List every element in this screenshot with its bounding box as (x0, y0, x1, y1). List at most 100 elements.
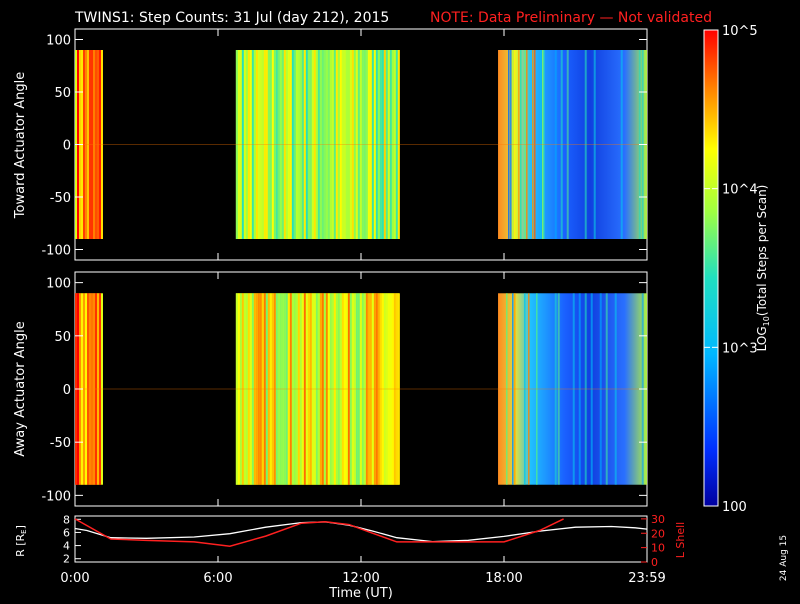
heatmap-stripe (317, 50, 320, 239)
heatmap-stripe (349, 50, 352, 239)
heatmap-stripe (520, 50, 522, 239)
heatmap-stripe (359, 293, 362, 485)
heatmap-stripe (524, 50, 526, 239)
lshell-axis-label: L Shell (674, 522, 687, 558)
heatmap-stripe (95, 293, 97, 485)
heatmap-stripe (303, 50, 306, 239)
heatmap-stripe (289, 293, 292, 485)
heatmap-stripe (557, 293, 560, 485)
heatmap-stripe (255, 293, 258, 485)
heatmap-stripe (99, 293, 101, 485)
heatmap-stripe (560, 50, 563, 239)
heatmap-stripe (297, 293, 300, 485)
heatmap-stripe (261, 293, 264, 485)
heatmap-stripe (271, 50, 274, 239)
heatmap-stripe (614, 293, 617, 485)
heatmap-stripe (251, 50, 254, 239)
heatmap-stripe (375, 293, 378, 485)
heatmap-stripe (391, 50, 394, 239)
colorbar-gradient (703, 29, 719, 507)
heatmap-stripe (237, 293, 240, 485)
radius-tick-label: 2 (63, 553, 70, 566)
heatmap-stripe (361, 50, 364, 239)
heatmap-stripe (319, 293, 322, 485)
heatmap-stripe (263, 293, 266, 485)
heatmap-stripe (377, 50, 380, 239)
heatmap-stripe (293, 50, 296, 239)
heatmap-stripe (508, 50, 510, 239)
heatmap-stripe (299, 293, 302, 485)
heatmap-stripe (385, 293, 388, 485)
heatmap-stripe (393, 293, 396, 485)
heatmap-stripe (265, 50, 268, 239)
heatmap-stripe (87, 293, 89, 485)
heatmap-stripe (397, 50, 400, 239)
heatmap-stripe (590, 293, 593, 485)
heatmap-stripe (327, 50, 330, 239)
heatmap-stripe (361, 293, 364, 485)
heatmap-stripe (554, 50, 557, 239)
heatmap-stripe (605, 293, 608, 485)
heatmap-stripe (516, 50, 518, 239)
heatmap-stripe (235, 293, 238, 485)
toward-panel: 100 50 0 -50 -100 Toward Actuator Angle (13, 28, 648, 261)
heatmap-stripe (339, 293, 342, 485)
heatmap-stripe (307, 293, 310, 485)
y-tick-label: -50 (50, 191, 71, 206)
heatmap-stripe (367, 50, 370, 239)
heatmap-stripe (287, 293, 290, 485)
heatmap-stripe (307, 50, 310, 239)
heatmap-stripe (325, 50, 328, 239)
heatmap-stripe (315, 293, 318, 485)
heatmap-stripe (239, 293, 242, 485)
lshell-line (74, 518, 564, 547)
heatmap-stripe (85, 293, 87, 485)
heatmap-stripe (512, 293, 514, 485)
heatmap-stripe (281, 293, 284, 485)
heatmap-stripe (379, 50, 382, 239)
colorbar-tick-label: 10^5 (722, 24, 758, 39)
away-y-label: Away Actuator Angle (13, 321, 28, 456)
y-tick-label: -50 (50, 436, 71, 451)
heatmap-stripe (309, 293, 312, 485)
heatmap-stripe (325, 293, 328, 485)
heatmap-stripe (313, 50, 316, 239)
heatmap-stripe (89, 50, 91, 239)
heatmap-stripe (341, 50, 344, 239)
heatmap-stripe (331, 293, 334, 485)
heatmap-stripe (514, 293, 516, 485)
heatmap-stripe (343, 50, 346, 239)
heatmap-stripe (593, 50, 596, 239)
colorbar-tick-label: 100 (722, 500, 747, 515)
heatmap-stripe (95, 50, 97, 239)
heatmap-stripe (269, 293, 272, 485)
plot-title: TWINS1: Step Counts: 31 Jul (day 212), 2… (74, 10, 389, 26)
heatmap-stripe (369, 293, 372, 485)
heatmap-stripe (379, 293, 382, 485)
heatmap-stripe (99, 50, 101, 239)
time-tick-label: 0:00 (60, 571, 89, 586)
heatmap-stripe (393, 50, 396, 239)
heatmap-stripe (532, 50, 534, 239)
heatmap-stripe (327, 293, 330, 485)
heatmap-stripe (309, 50, 312, 239)
heatmap-stripe (279, 50, 282, 239)
away-y-axis: 100 50 0 -50 -100 (41, 272, 648, 506)
heatmap-stripe (257, 50, 260, 239)
heatmap-stripe (345, 293, 348, 485)
heatmap-stripe (528, 293, 530, 485)
heatmap-stripe (249, 50, 252, 239)
heatmap-stripe (93, 293, 95, 485)
heatmap-stripe (510, 50, 512, 239)
heatmap-stripe (319, 50, 322, 239)
heatmap-stripe (375, 50, 378, 239)
heatmap-stripe (506, 293, 508, 485)
heatmap-stripe (91, 293, 93, 485)
heatmap-stripe (323, 293, 326, 485)
heatmap-stripe (599, 293, 602, 485)
heatmap-stripe (395, 293, 398, 485)
y-tick-label: 50 (54, 86, 71, 101)
heatmap-stripe (540, 50, 542, 239)
time-tick-label: 12:00 (342, 571, 379, 586)
heatmap-stripe (337, 50, 340, 239)
